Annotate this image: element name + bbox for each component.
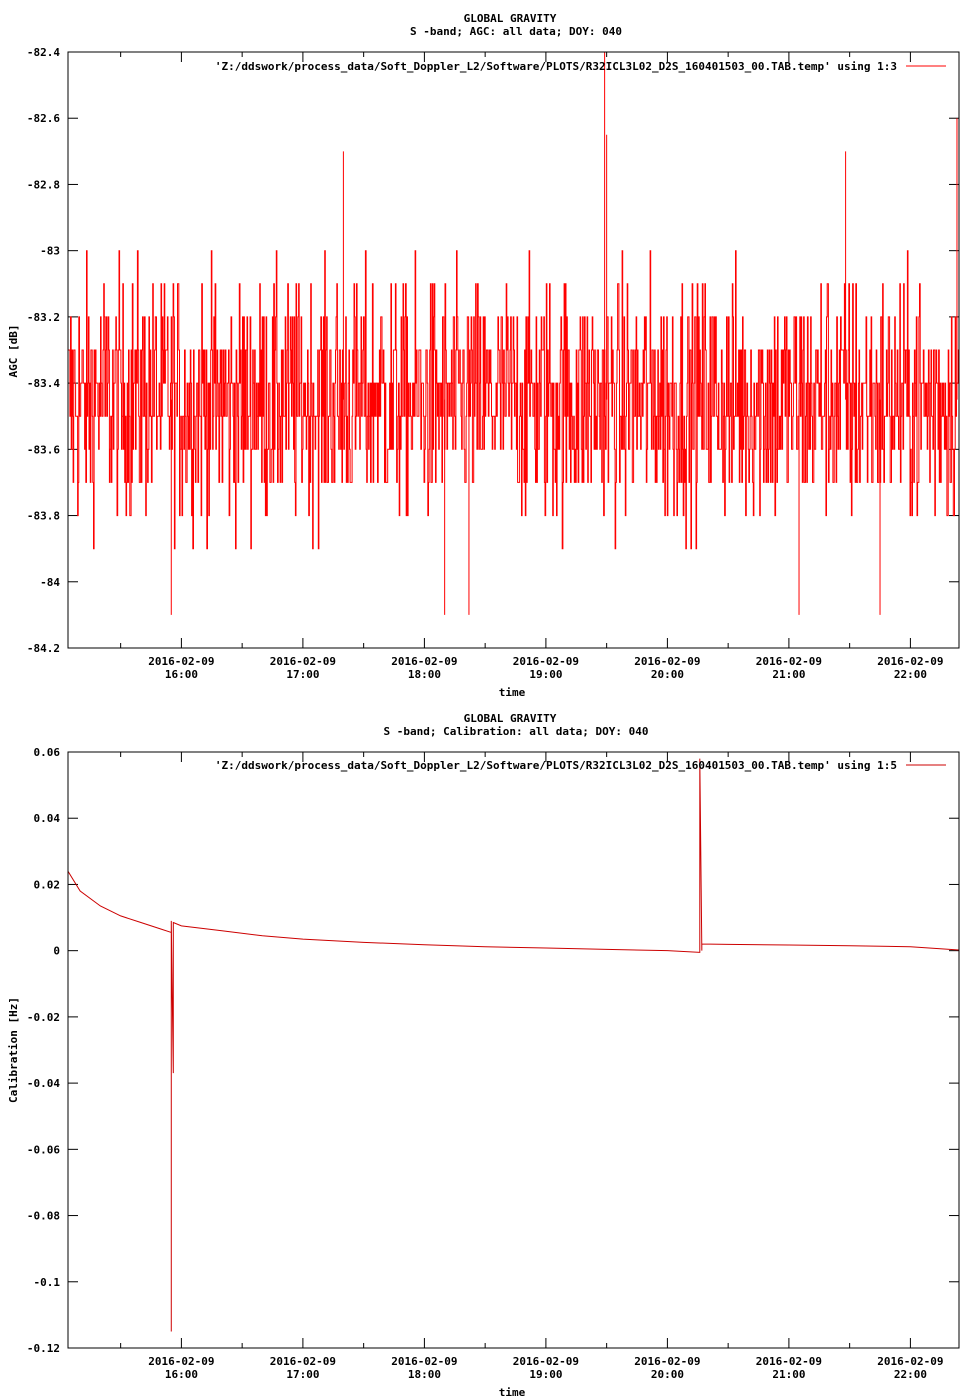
agc-x-axis-label: time xyxy=(499,686,526,699)
x-tick-date-label: 2016-02-09 xyxy=(877,1355,943,1368)
y-tick-label: -84 xyxy=(40,576,60,589)
x-tick-time-label: 20:00 xyxy=(651,668,684,681)
x-tick-time-label: 20:00 xyxy=(651,1368,684,1381)
x-tick-date-label: 2016-02-09 xyxy=(391,1355,457,1368)
calibration-plot-area xyxy=(67,758,960,1332)
agc-legend-label: 'Z:/ddswork/process_data/Soft_Doppler_L2… xyxy=(215,60,897,73)
y-tick-label: -82.4 xyxy=(27,46,60,59)
calibration-legend-label: 'Z:/ddswork/process_data/Soft_Doppler_L2… xyxy=(215,759,897,772)
y-tick-label: -0.04 xyxy=(27,1077,60,1090)
x-tick-time-label: 21:00 xyxy=(772,668,805,681)
x-tick-date-label: 2016-02-09 xyxy=(391,655,457,668)
agc-plot-frame xyxy=(67,51,960,649)
y-tick-label: 0 xyxy=(53,945,60,958)
x-tick-date-label: 2016-02-09 xyxy=(513,655,579,668)
x-tick-date-label: 2016-02-09 xyxy=(756,655,822,668)
x-tick-date-label: 2016-02-09 xyxy=(877,655,943,668)
x-tick-date-label: 2016-02-09 xyxy=(270,1355,336,1368)
x-tick-date-label: 2016-02-09 xyxy=(148,1355,214,1368)
x-tick-date-label: 2016-02-09 xyxy=(634,1355,700,1368)
agc-x-ticks: 2016-02-0916:002016-02-0917:002016-02-09… xyxy=(120,52,944,681)
y-tick-label: -83.4 xyxy=(27,377,60,390)
x-tick-time-label: 19:00 xyxy=(529,1368,562,1381)
x-tick-time-label: 17:00 xyxy=(286,1368,319,1381)
x-tick-time-label: 22:00 xyxy=(894,1368,927,1381)
y-tick-label: -83.8 xyxy=(27,510,60,523)
y-tick-label: -0.12 xyxy=(27,1342,60,1355)
x-tick-date-label: 2016-02-09 xyxy=(634,655,700,668)
y-tick-label: -83.2 xyxy=(27,311,60,324)
x-tick-time-label: 19:00 xyxy=(529,668,562,681)
y-tick-label: -82.8 xyxy=(27,178,60,191)
calibration-x-ticks: 2016-02-0916:002016-02-0917:002016-02-09… xyxy=(120,752,944,1381)
x-tick-date-label: 2016-02-09 xyxy=(513,1355,579,1368)
calibration-y-axis-label: Calibration [Hz] xyxy=(7,997,20,1103)
y-tick-label: -0.02 xyxy=(27,1011,60,1024)
x-tick-time-label: 16:00 xyxy=(165,1368,198,1381)
calibration-plot-frame xyxy=(67,751,960,1349)
y-tick-label: -84.2 xyxy=(27,642,60,655)
agc-panel: GLOBAL GRAVITY S -band; AGC: all data; D… xyxy=(7,12,960,699)
agc-series-line xyxy=(67,250,960,550)
y-tick-label: 0.02 xyxy=(34,878,61,891)
y-tick-label: -83 xyxy=(40,245,60,258)
agc-chart-subtitle: S -band; AGC: all data; DOY: 040 xyxy=(410,25,622,38)
calibration-chart-subtitle: S -band; Calibration: all data; DOY: 040 xyxy=(384,725,649,738)
calibration-panel: GLOBAL GRAVITY S -band; Calibration: all… xyxy=(7,712,960,1399)
x-tick-time-label: 21:00 xyxy=(772,1368,805,1381)
calibration-x-axis-label: time xyxy=(499,1386,526,1399)
y-tick-label: -82.6 xyxy=(27,112,60,125)
agc-y-ticks: -82.4 -82.6 -82.8 -83 -83.2 -83.4 -83.6 -83.8 -8… xyxy=(27,46,959,655)
y-tick-label: -0.1 xyxy=(34,1276,61,1289)
y-tick-label: -83.6 xyxy=(27,443,60,456)
y-tick-label: 0.06 xyxy=(34,746,61,759)
calibration-chart-title: GLOBAL GRAVITY xyxy=(464,712,557,725)
x-tick-time-label: 16:00 xyxy=(165,668,198,681)
calibration-y-ticks: 0.06 0.04 0.02 0 -0.02 -0.04 -0.06 -0.08 -0.1 -0.… xyxy=(27,746,959,1355)
x-tick-time-label: 18:00 xyxy=(408,668,441,681)
x-tick-time-label: 18:00 xyxy=(408,1368,441,1381)
y-tick-label: -0.08 xyxy=(27,1210,60,1223)
x-tick-time-label: 17:00 xyxy=(286,668,319,681)
x-tick-date-label: 2016-02-09 xyxy=(756,1355,822,1368)
y-tick-label: -0.06 xyxy=(27,1143,60,1156)
agc-chart-title: GLOBAL GRAVITY xyxy=(464,12,557,25)
agc-plot-area xyxy=(67,52,960,615)
calibration-series-line xyxy=(67,758,960,1332)
y-tick-label: 0.04 xyxy=(34,812,61,825)
x-tick-time-label: 22:00 xyxy=(894,668,927,681)
x-tick-date-label: 2016-02-09 xyxy=(270,655,336,668)
x-tick-date-label: 2016-02-09 xyxy=(148,655,214,668)
agc-y-axis-label: AGC [dB] xyxy=(7,325,20,378)
